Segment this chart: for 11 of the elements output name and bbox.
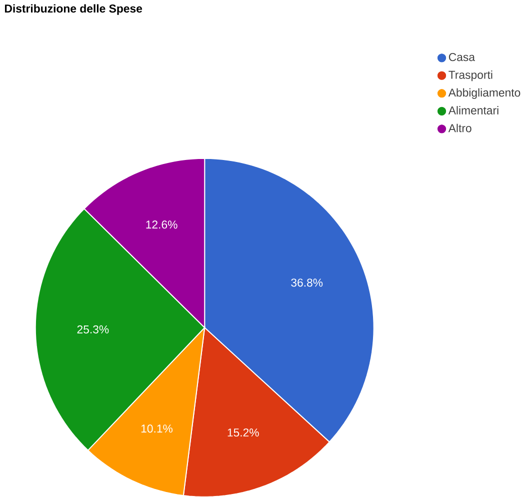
legend-label: Altro (448, 124, 472, 132)
data-label: 10.1% (141, 424, 173, 432)
data-label: 12.6% (146, 220, 178, 228)
legend-label: Trasporti (448, 70, 492, 81)
legend-label: Alimentari (448, 106, 498, 114)
data-label: 15.2% (228, 428, 259, 436)
data-label: 36.8% (291, 278, 323, 287)
legend-label: Casa (448, 52, 475, 61)
legend-label: Abbigliamento (448, 88, 520, 99)
data-label: 25.3% (77, 325, 109, 334)
chart-title: Distribuzione delle Spese (4, 4, 142, 15)
